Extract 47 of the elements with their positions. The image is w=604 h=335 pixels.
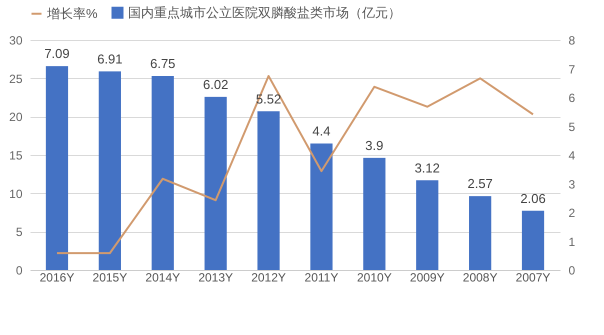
y-tick-label: 30 — [9, 34, 23, 48]
x-tick-label: 2016Y — [40, 270, 74, 284]
y2-tick-label: 5 — [568, 120, 576, 134]
bar — [363, 158, 386, 270]
x-tick-label: 2011Y — [304, 270, 338, 284]
bar — [257, 111, 280, 270]
y2-tick-label: 7 — [568, 62, 576, 76]
x-tick-label: 2015Y — [92, 270, 128, 284]
y-tick-label: 5 — [16, 225, 23, 240]
bar — [522, 210, 544, 270]
data-label: 3.9 — [365, 138, 384, 153]
bar — [46, 66, 68, 270]
data-label: 2.57 — [467, 176, 493, 192]
y-tick-label: 15 — [9, 148, 23, 162]
x-tick-label: 2007Y — [516, 270, 550, 284]
y2-tick-label: 6 — [568, 91, 576, 105]
bar — [98, 71, 121, 270]
y2-tick-label: 1 — [568, 234, 576, 249]
legend-label: 增长率% — [46, 6, 98, 21]
y2-tick-label: 2 — [568, 206, 576, 220]
bar — [310, 144, 333, 270]
bar — [204, 96, 227, 270]
data-label: 6.02 — [203, 76, 228, 92]
y-tick-label: 25 — [9, 72, 23, 86]
y2-tick-label: 8 — [568, 34, 576, 48]
y-tick-label: 20 — [9, 110, 23, 124]
bar — [416, 180, 438, 270]
data-label: 4.4 — [312, 124, 330, 138]
x-tick-label: 2012Y — [251, 270, 286, 284]
data-label: 2.06 — [520, 190, 546, 206]
y2-tick-label: 4 — [568, 148, 576, 162]
y2-tick-label: 0 — [568, 264, 576, 278]
x-tick-label: 2010Y — [356, 270, 392, 284]
x-tick-label: 2013Y — [198, 270, 234, 284]
data-label: 6.75 — [150, 56, 176, 71]
data-label: 7.09 — [44, 46, 70, 62]
y2-tick-label: 3 — [568, 177, 576, 192]
legend-label: 国内重点城市公立医院双膦酸盐类市场（亿元） — [128, 4, 401, 20]
bar — [469, 196, 492, 270]
x-tick-label: 2014Y — [145, 270, 180, 284]
y-tick-label: 10 — [9, 186, 23, 201]
bar — [152, 76, 174, 270]
data-label: 6.91 — [97, 51, 123, 66]
y-tick-label: 0 — [16, 264, 23, 278]
data-label: 3.12 — [414, 160, 440, 176]
x-tick-label: 2008Y — [462, 270, 498, 284]
x-tick-label: 2009Y — [410, 270, 445, 284]
